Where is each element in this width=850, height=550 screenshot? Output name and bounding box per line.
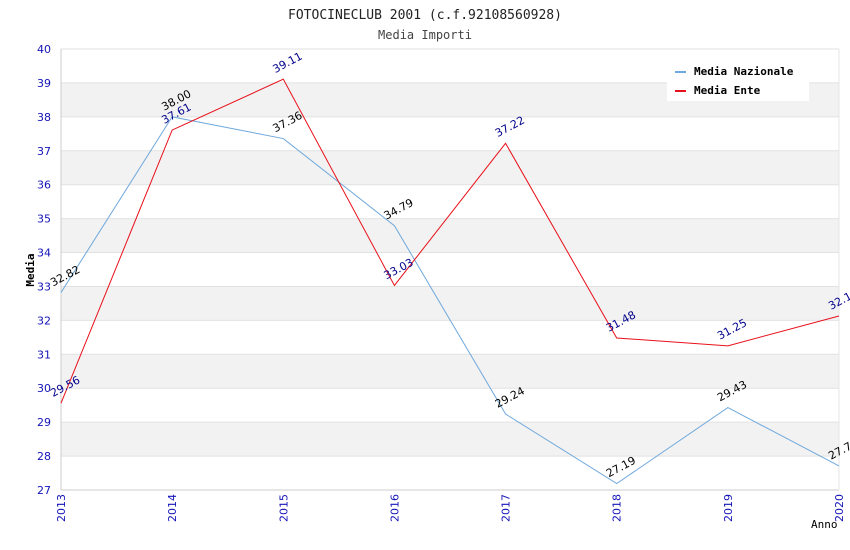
x-tick-label: 2018 [611,494,624,522]
x-tick-label: 2014 [166,494,179,522]
y-tick-label: 37 [37,145,51,158]
y-tick-label: 33 [37,280,51,293]
y-tick-label: 31 [37,348,51,361]
y-tick-label: 35 [37,213,51,226]
legend-label: Media Nazionale [694,65,794,78]
grid-band [61,354,839,389]
y-tick-label: 30 [37,382,51,395]
y-tick-label: 40 [37,43,51,56]
x-tick-label: 2016 [388,494,401,522]
grid-band [61,422,839,457]
data-label: 37.22 [493,114,527,140]
x-tick-label: 2017 [500,494,513,522]
y-tick-label: 28 [37,450,51,463]
x-tick-label: 2015 [277,494,290,522]
y-axis-ticks: 27 28 29 30 31 32 33 34 35 36 37 38 39 40 [37,43,51,497]
axes [60,49,840,491]
chart-title: FOTOCINECLUB 2001 (c.f.92108560928) [288,8,562,23]
grid-band [61,150,839,185]
y-tick-label: 27 [37,484,51,497]
legend-box [667,59,809,101]
y-tick-label: 36 [37,179,51,192]
grid-band [61,286,839,321]
x-tick-label: 2019 [722,494,735,522]
x-axis-label: Anno [811,518,838,531]
series-line-media-nazionale [60,116,840,485]
x-axis-ticks: 2013 2014 2015 2016 2017 2018 2019 2020 [55,494,846,522]
y-tick-label: 29 [37,416,51,429]
chart-subtitle: Media Importi [378,28,472,42]
x-tick-label: 2013 [55,494,68,522]
series-layer [60,78,840,485]
data-label: 33.03 [382,256,416,282]
legend: Media Nazionale Media Ente [667,59,809,101]
x-tick-label: 2020 [833,494,846,522]
y-tick-label: 34 [37,247,51,260]
data-label: 39.11 [271,50,305,76]
series-line-media-ente [60,78,840,404]
y-tick-label: 32 [37,314,51,327]
legend-label: Media Ente [694,84,761,97]
y-axis-label: Media [24,253,37,286]
y-tick-label: 39 [37,77,51,90]
data-label: 27.19 [604,454,638,480]
grid-band [61,218,839,253]
y-tick-label: 38 [37,111,51,124]
